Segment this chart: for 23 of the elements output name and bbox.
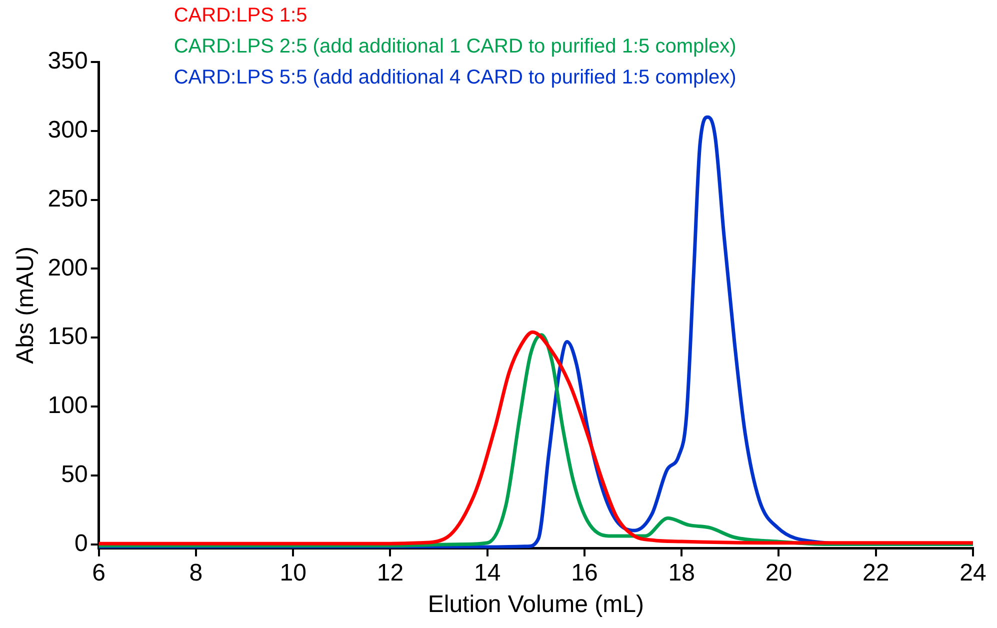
x-tick-label: 6 bbox=[92, 559, 106, 586]
y-tick-label: 150 bbox=[48, 323, 88, 350]
y-tick-label: 300 bbox=[48, 116, 88, 144]
y-tick-label: 0 bbox=[74, 530, 88, 557]
x-tick-label: 18 bbox=[668, 559, 695, 586]
x-tick-label: 14 bbox=[474, 559, 501, 586]
x-tick-label: 16 bbox=[571, 559, 598, 586]
y-tick-label: 250 bbox=[48, 185, 88, 212]
x-tick-label: 12 bbox=[376, 559, 404, 586]
y-tick-label: 350 bbox=[48, 48, 88, 75]
x-tick-label: 10 bbox=[280, 559, 306, 586]
y-tick-label: 200 bbox=[48, 254, 88, 282]
text: CARD:LPS 2:5 (add additional 1 CARD to purified 1:5 complex) bbox=[174, 36, 736, 58]
x-tick-label: 8 bbox=[189, 559, 203, 586]
text: CARD:LPS 5:5 (add additional 4 CARD to purified 1:5 complex) bbox=[174, 66, 736, 89]
x-tick-label: 20 bbox=[765, 559, 792, 586]
y-tick-label: 100 bbox=[48, 392, 88, 420]
x-tick-label: 24 bbox=[960, 559, 986, 586]
x-tick-label: 22 bbox=[862, 559, 890, 586]
text: CARD:LPS 1:5 bbox=[174, 4, 308, 27]
y-axis-title: Abs (mAU) bbox=[12, 246, 40, 364]
y-tick-label: 50 bbox=[61, 460, 88, 488]
x-axis-title: Elution Volume (mL) bbox=[428, 591, 644, 618]
